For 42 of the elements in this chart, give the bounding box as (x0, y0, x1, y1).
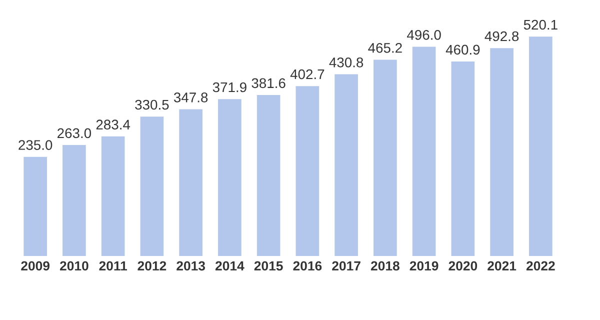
x-tick-label: 2016 (293, 261, 322, 271)
bar (451, 62, 475, 256)
bar (296, 86, 320, 256)
x-tick-label: 2010 (60, 261, 88, 271)
bar (179, 109, 202, 256)
bar (101, 136, 125, 256)
data-label: 465.2 (368, 42, 402, 53)
data-label: 263.0 (58, 128, 92, 138)
x-tick-label: 2017 (332, 261, 360, 271)
data-label: 520.1 (524, 20, 558, 30)
x-tick-label: 2020 (448, 261, 478, 271)
bar (62, 145, 86, 256)
x-tick-label: 2019 (410, 261, 438, 271)
data-label: 330.5 (135, 100, 169, 110)
data-label: 492.8 (484, 31, 519, 42)
bar (218, 99, 242, 256)
bar (256, 95, 280, 256)
x-tick-label: 2012 (138, 261, 166, 271)
bar (334, 74, 358, 256)
data-label: 402.7 (290, 69, 324, 80)
data-label: 235.0 (18, 140, 52, 150)
data-label: 430.8 (329, 58, 364, 68)
x-tick-label: 2021 (488, 261, 516, 271)
data-label: 381.6 (252, 78, 286, 88)
bar (374, 60, 397, 256)
data-label: 347.8 (174, 92, 208, 102)
bar (490, 48, 514, 256)
data-label: 283.4 (96, 120, 130, 130)
x-tick-label: 2013 (176, 261, 206, 271)
bar (412, 46, 436, 256)
x-tick-label: 2018 (370, 261, 400, 271)
bar (24, 156, 47, 256)
bar (529, 36, 552, 256)
data-label: 371.9 (212, 82, 246, 92)
bar (140, 116, 164, 256)
x-tick-label: 2015 (254, 261, 283, 271)
x-tick-label: 2022 (526, 261, 555, 271)
x-tick-label: 2009 (21, 261, 50, 271)
x-tick-label: 2011 (99, 261, 128, 271)
data-label: 496.0 (407, 30, 441, 40)
data-label: 460.9 (446, 44, 480, 55)
x-tick-label: 2014 (215, 261, 244, 271)
